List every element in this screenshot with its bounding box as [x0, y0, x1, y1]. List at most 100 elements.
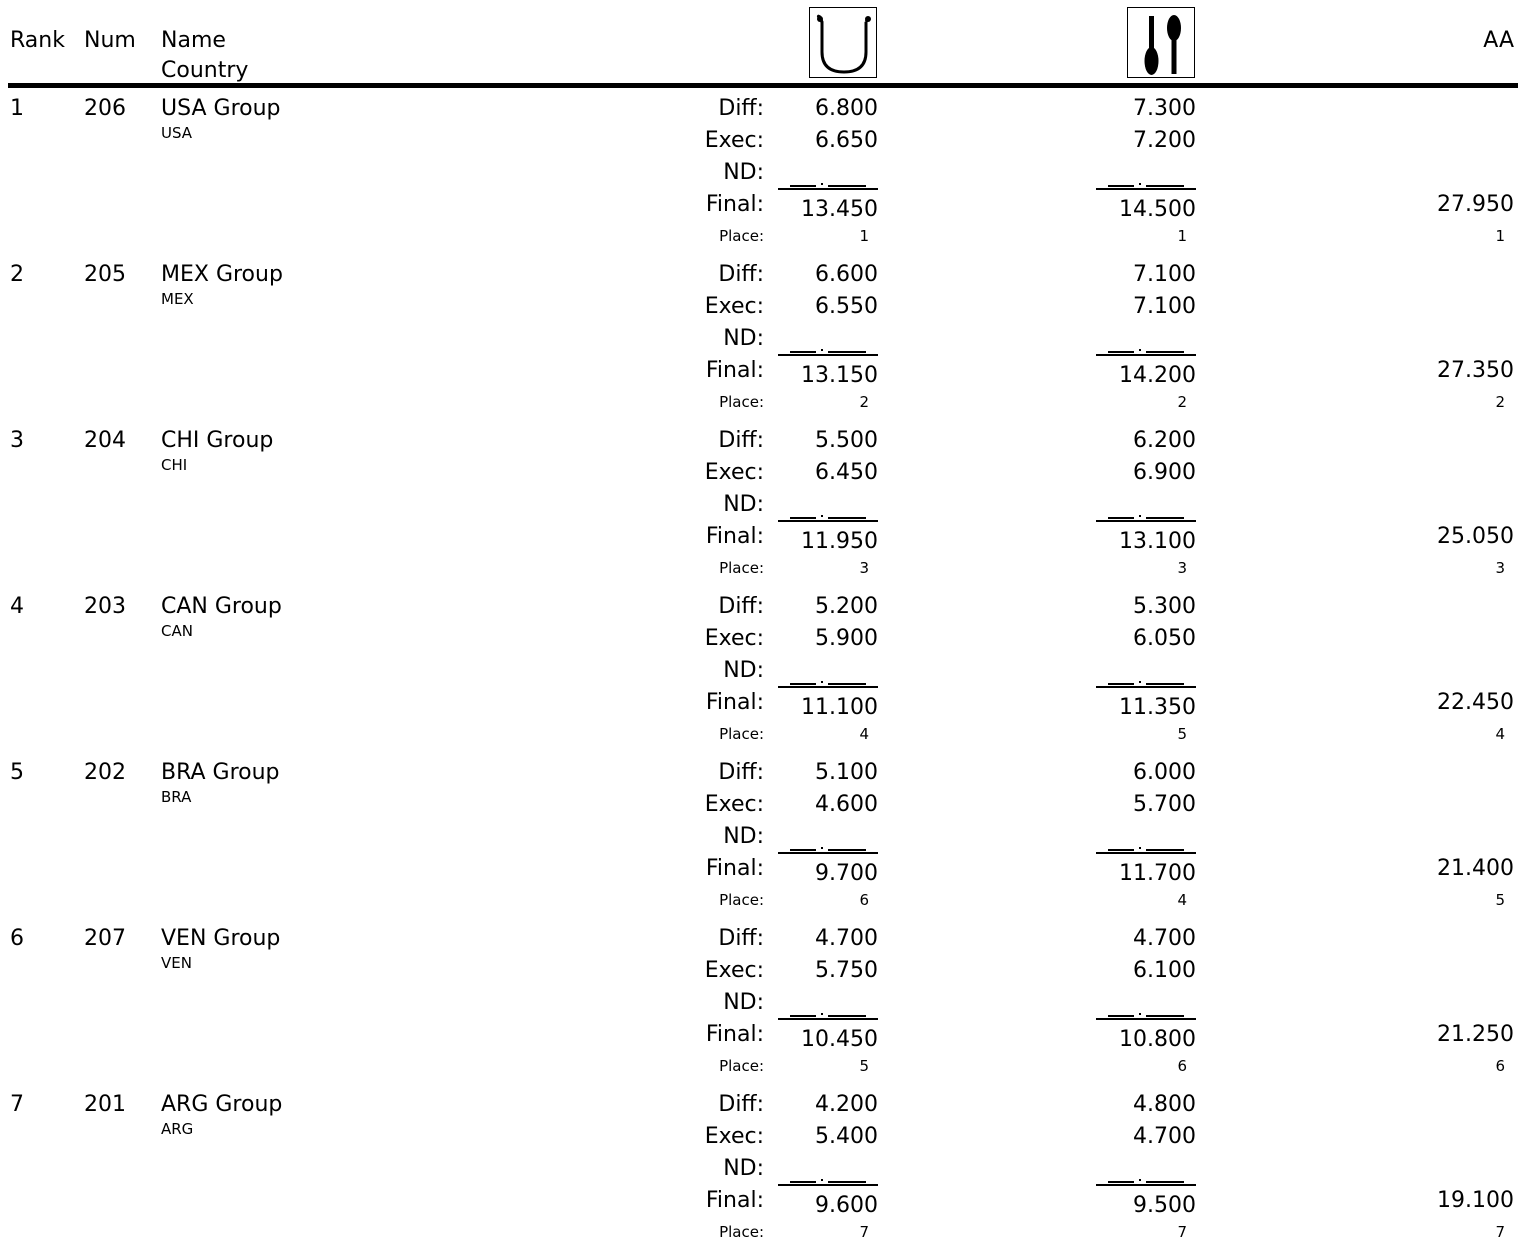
- apparatus-2-diff: 7.300: [1133, 96, 1196, 121]
- aa-total: 27.950: [1437, 192, 1514, 217]
- table-row: 6 207 VEN Group VEN Diff: Exec: ND: Final: Place…: [0, 924, 1518, 1090]
- final-label: Final:: [705, 192, 764, 217]
- country-cell: ARG: [161, 1120, 194, 1138]
- table-row: 4 203 CAN Group CAN Diff: Exec: ND: Final: Place…: [0, 592, 1518, 758]
- apparatus-2-exec: 6.900: [1133, 460, 1196, 485]
- apparatus-1-place: 4: [859, 725, 869, 743]
- final-label: Final:: [705, 856, 764, 881]
- diff-label: Diff:: [718, 428, 764, 453]
- final-label: Final:: [705, 690, 764, 715]
- apparatus-2-final: 10.800: [1119, 1027, 1196, 1052]
- diff-label: Diff:: [718, 926, 764, 951]
- apparatus-1-exec: 5.900: [815, 626, 878, 651]
- rank-cell: 2: [10, 262, 24, 287]
- place-label: Place:: [719, 1057, 764, 1075]
- rank-cell: 5: [10, 760, 24, 785]
- apparatus-2-exec: 7.100: [1133, 294, 1196, 319]
- apparatus-2-place: 3: [1177, 559, 1187, 577]
- aa-place: 3: [1495, 559, 1505, 577]
- apparatus-1-exec: 4.600: [815, 792, 878, 817]
- nd-label: ND:: [723, 326, 764, 351]
- apparatus-2-nd-blank: [1096, 1172, 1196, 1186]
- exec-label: Exec:: [704, 128, 764, 153]
- apparatus-2-final: 14.500: [1119, 197, 1196, 222]
- place-label: Place:: [719, 559, 764, 577]
- country-cell: CHI: [161, 456, 188, 474]
- table-row: 7 201 ARG Group ARG Diff: Exec: ND: Final: Place…: [0, 1090, 1518, 1256]
- apparatus-1-diff: 5.200: [815, 594, 878, 619]
- exec-label: Exec:: [704, 626, 764, 651]
- rank-cell: 7: [10, 1092, 24, 1117]
- header-name: Name: [161, 28, 226, 53]
- aa-total: 21.250: [1437, 1022, 1514, 1047]
- apparatus-1-exec: 6.650: [815, 128, 878, 153]
- num-cell: 203: [84, 594, 126, 619]
- name-cell: ARG Group: [161, 1092, 283, 1117]
- exec-label: Exec:: [704, 460, 764, 485]
- apparatus-1-nd-blank: [778, 674, 878, 688]
- apparatus-2-diff: 6.200: [1133, 428, 1196, 453]
- apparatus-2-place: 4: [1177, 891, 1187, 909]
- aa-place: 7: [1495, 1223, 1505, 1241]
- apparatus-1-place: 7: [859, 1223, 869, 1241]
- nd-label: ND:: [723, 990, 764, 1015]
- apparatus-1-nd-blank: [778, 840, 878, 854]
- country-cell: MEX: [161, 290, 194, 308]
- aa-total: 25.050: [1437, 524, 1514, 549]
- name-cell: VEN Group: [161, 926, 281, 951]
- name-cell: CAN Group: [161, 594, 282, 619]
- rank-cell: 6: [10, 926, 24, 951]
- place-label: Place:: [719, 1223, 764, 1241]
- name-cell: CHI Group: [161, 428, 274, 453]
- exec-label: Exec:: [704, 294, 764, 319]
- apparatus-2-place: 1: [1177, 227, 1187, 245]
- table-row: 3 204 CHI Group CHI Diff: Exec: ND: Final: Place…: [0, 426, 1518, 592]
- apparatus-2-exec: 5.700: [1133, 792, 1196, 817]
- table-row: 1 206 USA Group USA Diff: Exec: ND: Final: Place…: [0, 94, 1518, 260]
- pommel-horse-icon: [809, 7, 877, 78]
- apparatus-1-exec: 5.400: [815, 1124, 878, 1149]
- apparatus-2-place: 2: [1177, 393, 1187, 411]
- apparatus-1-nd-blank: [778, 508, 878, 522]
- place-label: Place:: [719, 891, 764, 909]
- apparatus-2-final: 13.100: [1119, 529, 1196, 554]
- header-num: Num: [84, 28, 136, 53]
- diff-label: Diff:: [718, 96, 764, 121]
- apparatus-1-final: 9.600: [815, 1193, 878, 1218]
- apparatus-2-nd-blank: [1096, 674, 1196, 688]
- header-country: Country: [161, 58, 249, 83]
- table-row: 2 205 MEX Group MEX Diff: Exec: ND: Final: Place…: [0, 260, 1518, 426]
- name-cell: USA Group: [161, 96, 281, 121]
- exec-label: Exec:: [704, 1124, 764, 1149]
- num-cell: 207: [84, 926, 126, 951]
- apparatus-1-diff: 5.500: [815, 428, 878, 453]
- apparatus-1-final: 13.150: [801, 363, 878, 388]
- rank-cell: 3: [10, 428, 24, 453]
- apparatus-1-diff: 4.700: [815, 926, 878, 951]
- nd-label: ND:: [723, 160, 764, 185]
- apparatus-2-nd-blank: [1096, 176, 1196, 190]
- apparatus-1-place: 1: [859, 227, 869, 245]
- header-rule: [8, 83, 1518, 88]
- num-cell: 202: [84, 760, 126, 785]
- apparatus-1-diff: 6.600: [815, 262, 878, 287]
- apparatus-2-diff: 5.300: [1133, 594, 1196, 619]
- aa-place: 5: [1495, 891, 1505, 909]
- apparatus-2-diff: 6.000: [1133, 760, 1196, 785]
- final-label: Final:: [705, 524, 764, 549]
- num-cell: 204: [84, 428, 126, 453]
- country-cell: USA: [161, 124, 193, 142]
- apparatus-2-final: 11.350: [1119, 695, 1196, 720]
- aa-total: 22.450: [1437, 690, 1514, 715]
- apparatus-1-place: 2: [859, 393, 869, 411]
- apparatus-2-exec: 6.100: [1133, 958, 1196, 983]
- final-label: Final:: [705, 1022, 764, 1047]
- num-cell: 206: [84, 96, 126, 121]
- apparatus-1-exec: 6.450: [815, 460, 878, 485]
- nd-label: ND:: [723, 492, 764, 517]
- apparatus-1-nd-blank: [778, 342, 878, 356]
- apparatus-1-nd-blank: [778, 1006, 878, 1020]
- apparatus-1-final: 11.100: [801, 695, 878, 720]
- apparatus-2-exec: 7.200: [1133, 128, 1196, 153]
- place-label: Place:: [719, 393, 764, 411]
